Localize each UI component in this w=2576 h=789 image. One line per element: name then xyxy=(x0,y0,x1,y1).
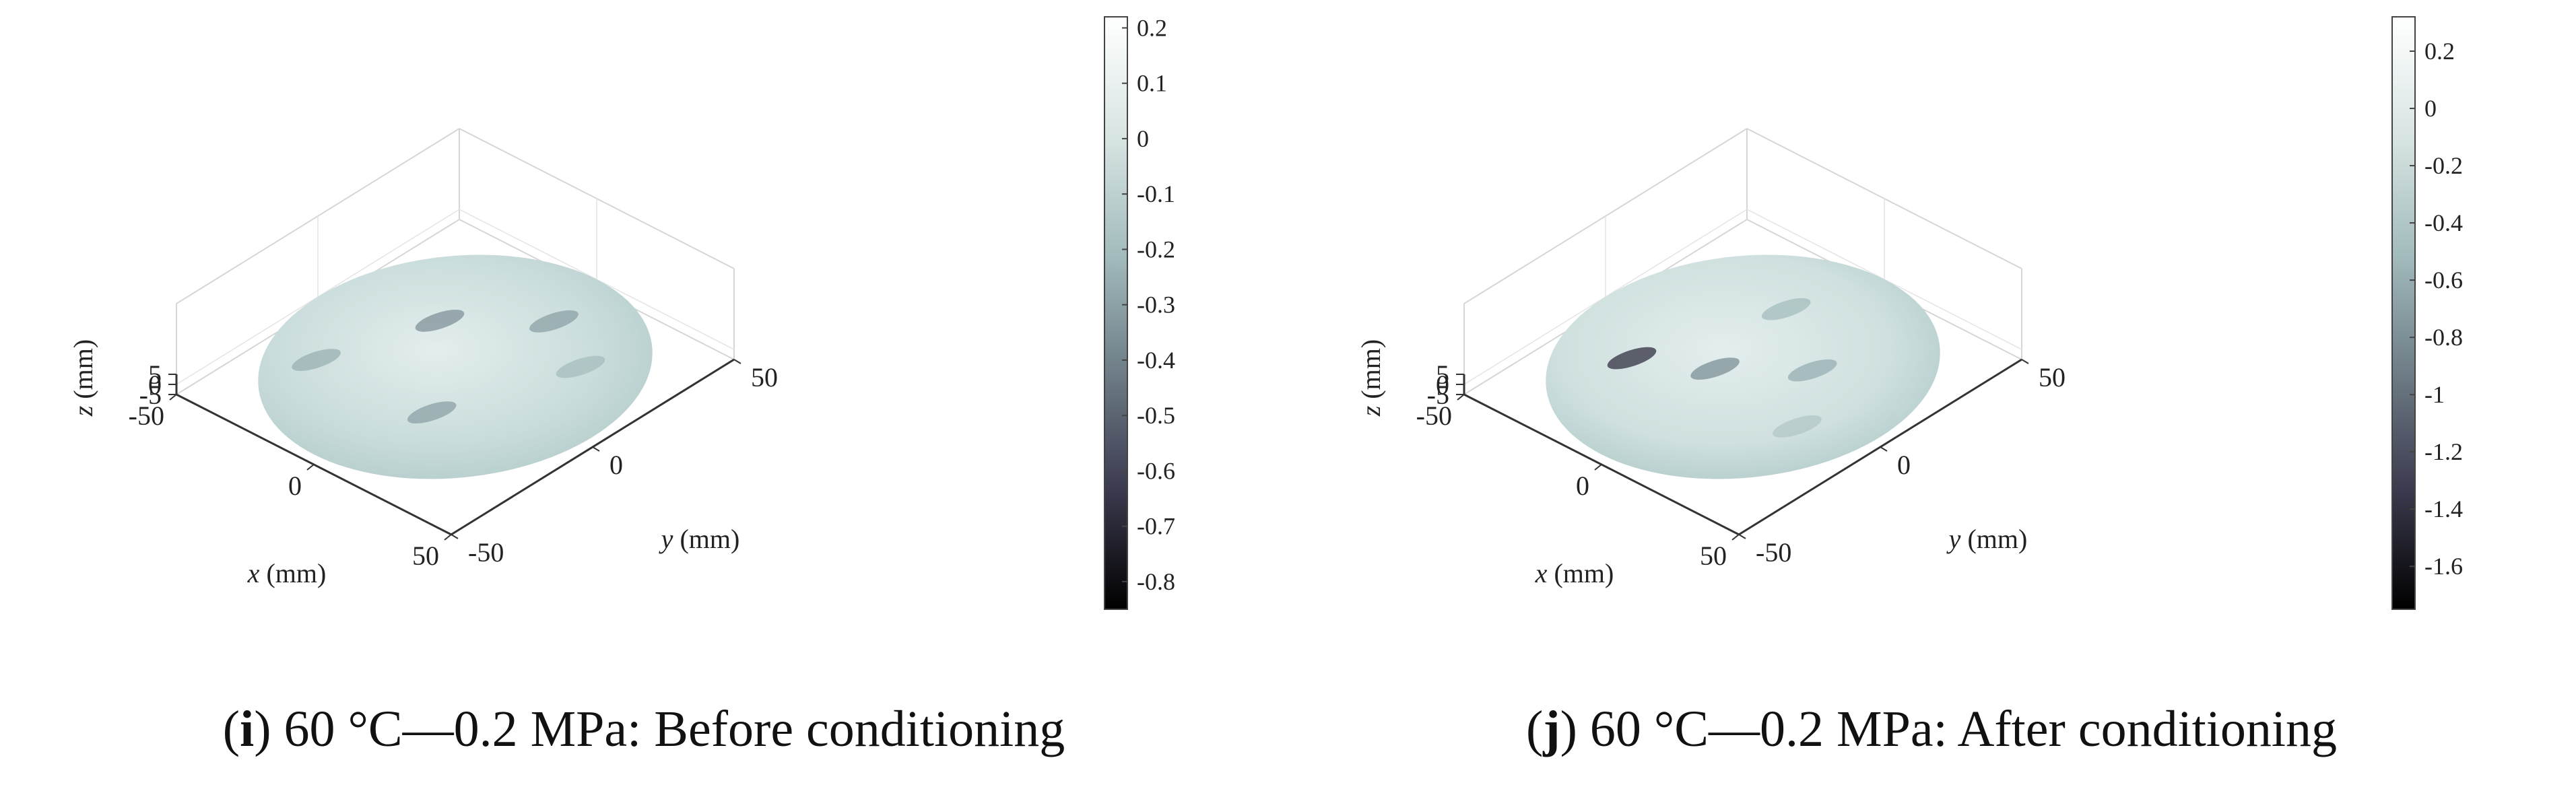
colorbar-tick-label: 0.1 xyxy=(1137,70,1167,97)
z-tick-label: -5 xyxy=(1427,380,1449,410)
colorbar-tick-label: -0.3 xyxy=(1137,291,1175,318)
colorbar-tick-label: -0.2 xyxy=(2424,152,2463,179)
x-axis-label: x (mm) xyxy=(247,558,327,588)
axes-box xyxy=(1456,128,2029,541)
y-tick-label: -50 xyxy=(1756,537,1791,568)
surface-feature xyxy=(292,349,341,371)
surface-feature xyxy=(529,310,579,333)
colorbar-tick-label: -0.6 xyxy=(2424,267,2463,294)
x-tick-label: 50 xyxy=(1700,541,1727,571)
colorbar xyxy=(1104,16,1128,610)
x-tick-label: 50 xyxy=(412,541,439,571)
y-tick-label: 0 xyxy=(1897,450,1911,480)
x-tick-label: 0 xyxy=(1576,471,1589,501)
surface-feature xyxy=(1787,359,1837,382)
x-tick-label: 0 xyxy=(288,471,302,501)
colorbar xyxy=(2391,16,2416,610)
colorbar-tick-label: -0.7 xyxy=(1137,513,1175,540)
caption-i: (i) 60 °C—0.2 MPa: Before conditioning xyxy=(222,701,1065,757)
colorbar-tick-label: -0.1 xyxy=(1137,180,1175,207)
surface-feature xyxy=(1773,415,1822,438)
colorbar-tick-label: 0.2 xyxy=(1137,14,1167,41)
colorbar-tick-label: -0.8 xyxy=(2424,324,2463,351)
colorbar-tick-label: -1 xyxy=(2424,381,2445,408)
z-tick-label: 5 xyxy=(148,359,162,390)
colorbar-tick-label: -0.2 xyxy=(1137,236,1175,263)
surface-feature xyxy=(1607,347,1657,370)
caption-letter-i: i xyxy=(240,701,255,757)
colorbar-tick-label: -1.2 xyxy=(2424,438,2463,465)
surface-feature xyxy=(407,401,457,423)
y-axis-label: y (mm) xyxy=(1946,524,2028,554)
colorbar-tick-label: -0.5 xyxy=(1137,402,1175,429)
z-axis-label: z (mm) xyxy=(1356,339,1386,417)
panel-j: -50 0 50 -50 0 50 5 0 -5 x (mm) y (mm) z (mm) 0.2 0 -0… xyxy=(1288,0,2575,789)
z-tick-label: 0 xyxy=(1436,370,1449,400)
colorbar-tick-label: -1.6 xyxy=(2424,553,2463,580)
colorbar-tick-label: -0.8 xyxy=(1137,568,1175,595)
y-tick-label: -50 xyxy=(468,537,504,568)
surface-feature xyxy=(1761,298,1811,320)
surface-feature xyxy=(415,309,465,332)
surface-disc xyxy=(258,254,653,479)
z-tick-label: -5 xyxy=(139,380,162,410)
colorbar-tick-label: -0.4 xyxy=(1137,347,1175,374)
colorbar-tick-label: -0.4 xyxy=(2424,209,2463,236)
y-tick-label: 0 xyxy=(609,450,623,480)
colorbar-tick-label: -0.6 xyxy=(1137,457,1175,484)
caption-j: (j) 60 °C—0.2 MPa: After conditioning xyxy=(1525,701,2338,757)
panel-i: -50 0 50 -50 0 50 5 0 -5 x (mm) y (mm) z (mm) 0.2 0.1… xyxy=(68,14,1175,757)
caption-letter-j: j xyxy=(1543,701,1560,757)
surface-feature xyxy=(556,355,605,378)
colorbar-tick-label: -1.4 xyxy=(2424,495,2463,522)
x-axis-label: x (mm) xyxy=(1535,558,1614,588)
caption-text-i: 60 °C—0.2 MPa: Before conditioning xyxy=(271,701,1065,757)
x-tick-label: -50 xyxy=(129,401,164,431)
y-axis-label: y (mm) xyxy=(659,524,740,554)
surface-disc xyxy=(1546,254,1940,479)
z-tick-label: 5 xyxy=(1436,359,1449,390)
y-tick-label: 50 xyxy=(2039,362,2066,392)
caption-text-j: 60 °C—0.2 MPa: After conditioning xyxy=(1577,701,2338,757)
x-tick-label: -50 xyxy=(1416,401,1452,431)
z-axis-label: z (mm) xyxy=(68,339,98,417)
colorbar-tick-label: 0.2 xyxy=(2424,38,2455,65)
z-tick-label: 0 xyxy=(148,370,162,400)
colorbar-tick-label: 0 xyxy=(1137,125,1149,152)
y-tick-label: 50 xyxy=(751,362,778,392)
surface-feature xyxy=(1690,357,1740,380)
colorbar-tick-label: 0 xyxy=(2424,95,2437,122)
